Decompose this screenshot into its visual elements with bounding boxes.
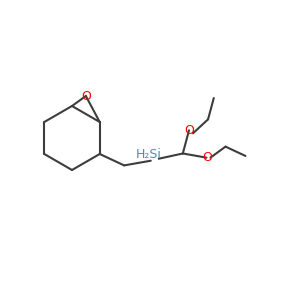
Text: O: O: [184, 124, 194, 137]
Text: H₂Si: H₂Si: [136, 148, 162, 161]
Text: O: O: [81, 89, 91, 103]
Text: O: O: [202, 151, 212, 164]
